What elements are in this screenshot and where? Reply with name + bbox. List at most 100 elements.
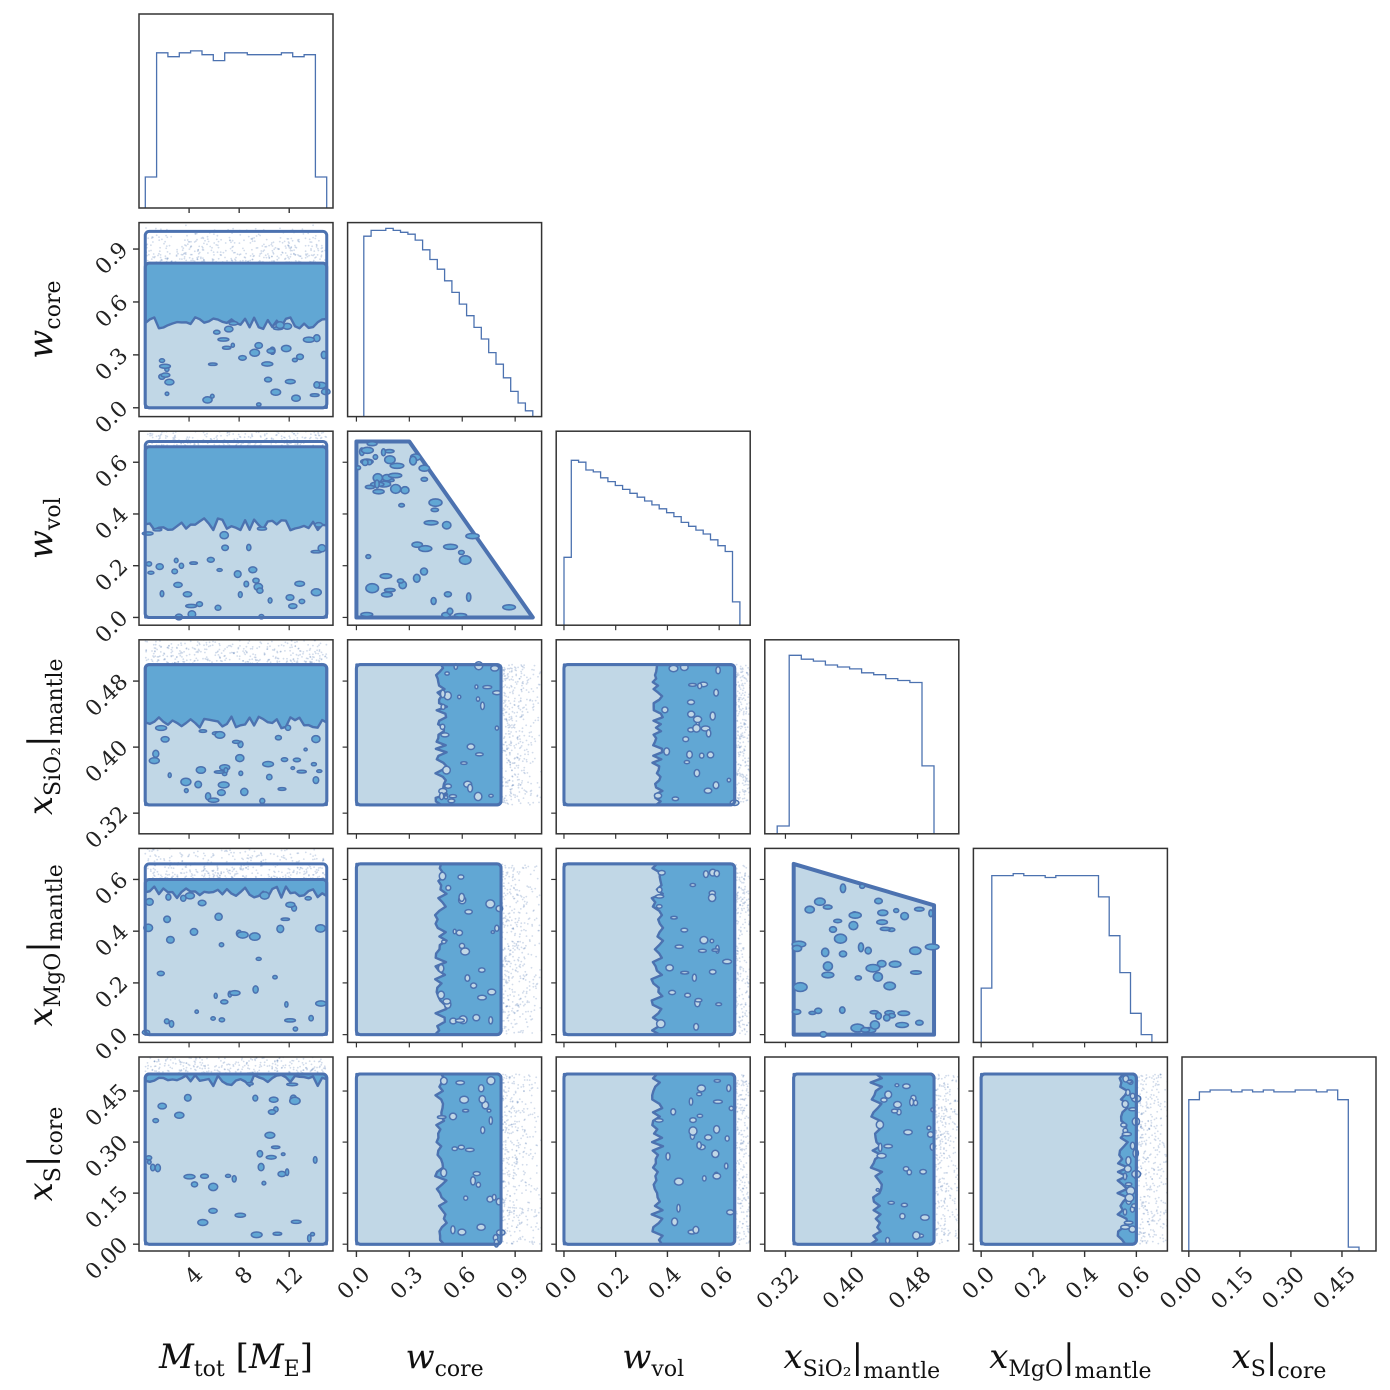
sample-point <box>743 793 746 796</box>
sample-point <box>172 432 175 435</box>
sample-point <box>153 656 155 658</box>
sample-point <box>219 659 222 662</box>
sample-point <box>754 916 756 918</box>
contour-blob <box>252 985 259 994</box>
sample-point <box>284 1066 286 1069</box>
sample-point <box>755 724 757 726</box>
sample-point <box>271 260 273 263</box>
sample-point <box>529 677 532 680</box>
sample-point <box>511 663 513 666</box>
sample-point <box>513 1107 515 1110</box>
contour-blob <box>838 950 848 958</box>
sample-point <box>527 781 529 784</box>
sample-point <box>738 1171 740 1174</box>
contour-blob <box>661 706 669 714</box>
contour-blob <box>189 561 199 566</box>
sample-point <box>267 253 269 255</box>
sample-point <box>514 697 516 700</box>
joint-wcore-wvol <box>354 439 535 620</box>
sample-point <box>230 259 233 262</box>
sample-point <box>529 940 531 943</box>
sample-point <box>508 1211 511 1214</box>
sample-point <box>762 943 764 945</box>
contour-blob <box>461 1108 470 1113</box>
sample-point <box>745 866 748 869</box>
sample-point <box>240 443 243 445</box>
sample-point <box>528 1075 531 1078</box>
sample-point <box>174 1046 176 1048</box>
sample-point <box>228 869 231 872</box>
sample-point <box>276 1059 279 1062</box>
sample-point <box>178 652 181 655</box>
sample-point <box>746 726 749 729</box>
density-outline <box>143 1072 329 1246</box>
sample-point <box>534 944 536 947</box>
sample-point <box>739 1026 742 1028</box>
sample-point <box>751 1227 753 1229</box>
sample-point <box>505 975 507 977</box>
sample-point <box>755 980 757 982</box>
sample-point <box>520 715 523 718</box>
contour-blob <box>237 590 243 599</box>
sample-point <box>508 987 511 990</box>
sample-point <box>304 851 307 854</box>
sample-point <box>738 1163 741 1165</box>
sample-point <box>178 258 181 260</box>
sample-point <box>170 429 172 431</box>
sample-point <box>523 674 526 677</box>
sample-point <box>746 671 748 674</box>
sample-point <box>739 774 741 777</box>
sample-point <box>216 1049 218 1051</box>
sample-point <box>516 1240 519 1243</box>
sample-point <box>148 1054 150 1056</box>
sample-point <box>258 1066 261 1068</box>
sample-point <box>504 705 506 707</box>
sample-point <box>739 903 741 906</box>
sample-point <box>767 695 769 697</box>
sample-point <box>301 656 303 658</box>
sample-point <box>741 1019 743 1022</box>
sample-point <box>769 946 771 948</box>
sample-point <box>221 857 223 859</box>
sample-point <box>233 851 235 854</box>
sample-point <box>517 940 520 943</box>
sample-point <box>516 900 519 903</box>
sample-point <box>531 1032 534 1034</box>
sample-point <box>534 699 537 702</box>
contour-blob <box>171 568 179 575</box>
sample-point <box>503 1203 506 1206</box>
sample-point <box>282 856 285 859</box>
contour-blob <box>285 593 295 602</box>
sample-point <box>761 1215 763 1217</box>
sample-point <box>758 1000 760 1002</box>
sample-point <box>520 672 523 675</box>
sample-point <box>532 705 535 708</box>
sample-point <box>239 234 242 236</box>
sample-point <box>745 970 747 973</box>
sample-point <box>263 653 266 656</box>
sample-point <box>293 660 296 663</box>
contour-blob <box>145 560 153 567</box>
sample-point <box>521 1013 524 1015</box>
sample-point <box>740 1202 743 1205</box>
sample-point <box>514 932 517 935</box>
sample-point <box>318 1048 320 1050</box>
sample-point <box>762 799 764 801</box>
sample-point <box>226 850 228 853</box>
sample-point <box>504 1146 507 1149</box>
sample-point <box>539 1007 542 1009</box>
sample-point <box>762 892 764 894</box>
sample-point <box>517 798 520 801</box>
sample-point <box>514 889 517 891</box>
sample-point <box>766 785 768 787</box>
sample-point <box>265 432 268 435</box>
sample-point <box>757 670 759 672</box>
sample-point <box>528 1001 530 1004</box>
sample-point <box>300 257 303 260</box>
contour-blob <box>709 938 715 944</box>
sample-point <box>267 873 270 876</box>
sample-point <box>287 241 290 243</box>
sample-point <box>256 647 258 650</box>
sample-point <box>740 709 743 712</box>
sample-point <box>234 1040 236 1042</box>
